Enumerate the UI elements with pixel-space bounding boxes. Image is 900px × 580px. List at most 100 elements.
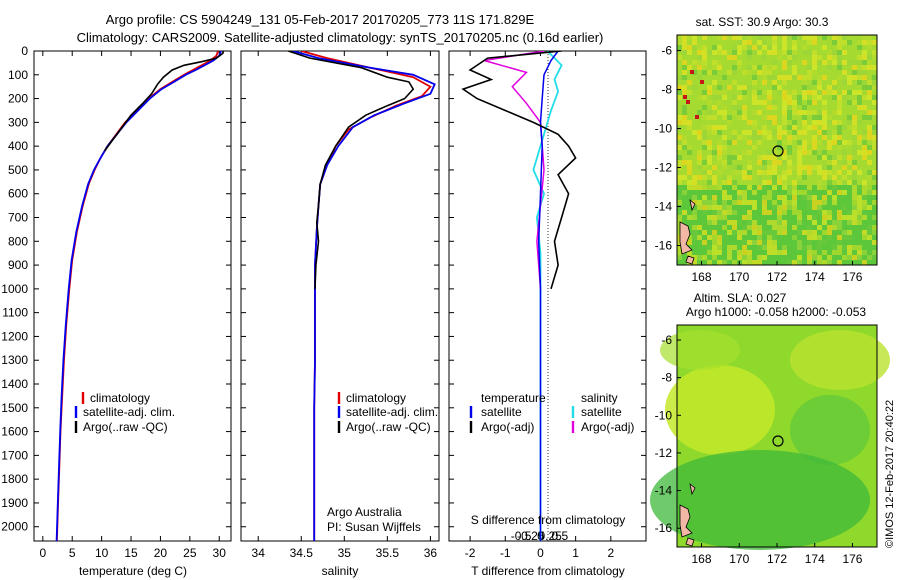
sst-cell [812, 140, 817, 145]
sst-cell [862, 35, 867, 40]
sst-cell [852, 195, 857, 200]
sst-cell [787, 200, 792, 205]
sst-cell [707, 220, 712, 225]
sst-cell [757, 45, 762, 50]
sst-cell [867, 130, 872, 135]
sst-cell [837, 110, 842, 115]
sst-cell [797, 160, 802, 165]
sst-cell [762, 75, 767, 80]
sst-cell [822, 105, 827, 110]
sst-cell [732, 45, 737, 50]
sst-cell [782, 65, 787, 70]
sst-cell [732, 55, 737, 60]
sst-cell [867, 135, 872, 140]
sst-cell [712, 115, 717, 120]
sst-cell [742, 95, 747, 100]
sst-cell [872, 255, 877, 260]
sst-cell [862, 85, 867, 90]
sst-cell [827, 50, 832, 55]
sst-cell [682, 50, 687, 55]
sst-cell [762, 40, 767, 45]
sst-cell [752, 225, 757, 230]
sst-cell [757, 140, 762, 145]
sst-cell [837, 50, 842, 55]
sst-cell [777, 90, 782, 95]
sst-cell [677, 45, 682, 50]
sst-cell [702, 145, 707, 150]
sst-cell [777, 180, 782, 185]
sst-cell [782, 140, 787, 145]
sst-cell [857, 95, 862, 100]
sst-cell [682, 145, 687, 150]
sst-cell [692, 215, 697, 220]
sst-cell [862, 185, 867, 190]
sst-cell [757, 130, 762, 135]
sst-cell [752, 240, 757, 245]
sst-cell [817, 85, 822, 90]
sst-cell [752, 90, 757, 95]
sst-cell [872, 135, 877, 140]
sst-cell [867, 60, 872, 65]
sst-cell [867, 35, 872, 40]
depth-tick-label: 700 [8, 211, 28, 225]
sst-cell [747, 185, 752, 190]
sst-cell [697, 95, 702, 100]
sst-cell [812, 120, 817, 125]
sst-cell [682, 85, 687, 90]
sst-cell [752, 45, 757, 50]
sst-cell [682, 120, 687, 125]
sst-cell [817, 155, 822, 160]
sst-cell [787, 170, 792, 175]
sst-cell [687, 90, 692, 95]
sst-cell [687, 50, 692, 55]
sst-cell [712, 130, 717, 135]
sst-cell [767, 100, 772, 105]
sst-cell [837, 215, 842, 220]
sst-cell [677, 160, 682, 165]
sst-cell [797, 230, 802, 235]
sst-cell [802, 245, 807, 250]
sst-cell [702, 90, 707, 95]
sst-cell [702, 50, 707, 55]
sst-cell [757, 70, 762, 75]
sst-cell [822, 100, 827, 105]
sst-cell [772, 75, 777, 80]
sst-cell [702, 205, 707, 210]
sst-cell [807, 200, 812, 205]
sst-cell [762, 70, 767, 75]
sst-cell [742, 170, 747, 175]
legend-header-salinity: salinity [581, 391, 618, 405]
sst-cell [752, 75, 757, 80]
temperature-satellite-line [55, 51, 222, 541]
sst-cell [732, 70, 737, 75]
sst-cell [792, 110, 797, 115]
sst-cell [737, 220, 742, 225]
sst-cell [837, 45, 842, 50]
sst-cell [837, 170, 842, 175]
sst-cell [752, 65, 757, 70]
sst-cell [837, 75, 842, 80]
depth-tick-label: 1700 [1, 448, 28, 462]
sst-cell [857, 45, 862, 50]
sst-cell [812, 195, 817, 200]
depth-tick-label: 200 [8, 92, 28, 106]
sst-cell [767, 70, 772, 75]
sst-cell [832, 220, 837, 225]
sst-cell [742, 85, 747, 90]
sst-cell [847, 125, 852, 130]
sst-cell [807, 50, 812, 55]
sst-cell [707, 155, 712, 160]
sst-cell [792, 185, 797, 190]
sst-cell [747, 130, 752, 135]
sst-cell [837, 225, 842, 230]
sst-cell [782, 245, 787, 250]
sst-cell [812, 60, 817, 65]
sst-cell [777, 130, 782, 135]
sst-cell [702, 160, 707, 165]
sst-cell [752, 100, 757, 105]
sst-cell [792, 65, 797, 70]
sst-cell [722, 105, 727, 110]
sst-cell [702, 55, 707, 60]
sst-cell [707, 70, 712, 75]
sst-cell [762, 165, 767, 170]
